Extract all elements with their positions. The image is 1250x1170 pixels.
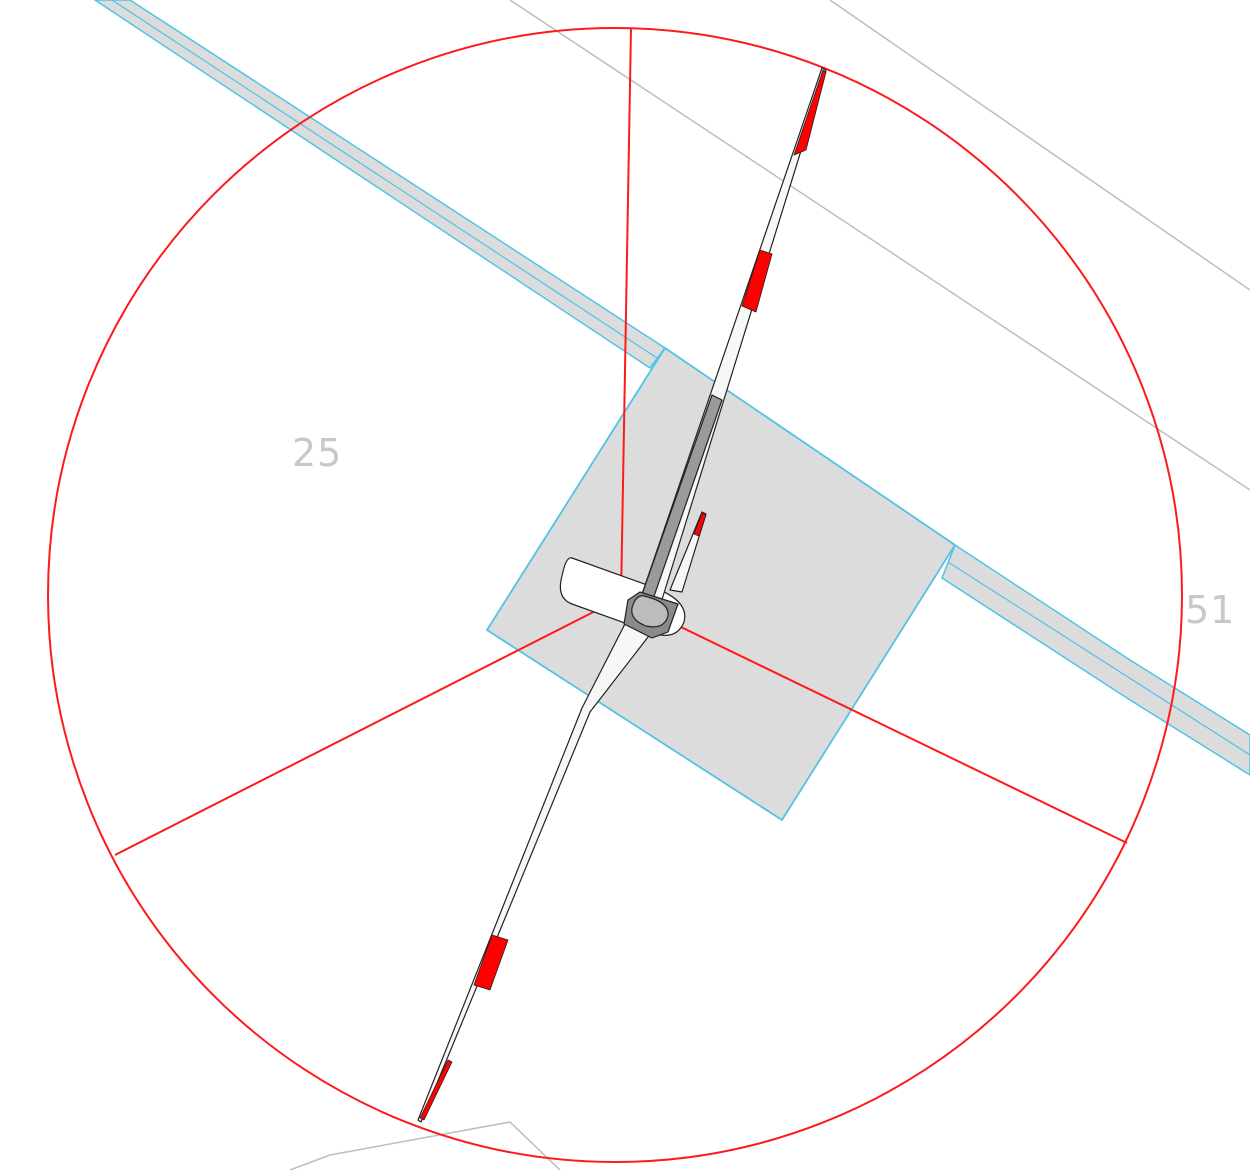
parcel-lines — [289, 0, 1250, 1170]
sector-line-southeast — [620, 597, 1128, 844]
turbine-plot — [485, 346, 957, 822]
blade-marking-mid-lower — [473, 934, 509, 991]
sector-line-north — [620, 27, 632, 599]
access-road-lower — [941, 543, 1250, 776]
sector-line-southwest — [114, 597, 622, 856]
blade-markings — [419, 69, 827, 1121]
rotor-swept-circle — [47, 27, 1183, 1163]
blade-marking-mid-upper — [741, 249, 773, 313]
parcel-label-left: 25 — [292, 431, 342, 475]
access-road-upper — [93, 0, 667, 370]
access-road — [93, 0, 1250, 776]
access-road-centerline-lower — [947, 561, 1250, 756]
parcel-label-right: 51 — [1185, 588, 1235, 632]
blade-marking-tip-upper — [793, 69, 827, 156]
parcel-line-upper — [509, 0, 1250, 491]
parcel-line-upper-far — [829, 0, 1250, 291]
blade-marking-tip-lower — [419, 1059, 453, 1121]
blade-marking-small — [693, 512, 707, 537]
wind-turbine-icon — [417, 67, 827, 1123]
parcel-line-bottom — [289, 1121, 561, 1170]
turbine-hub-ring — [631, 595, 669, 628]
sector-lines — [114, 27, 1128, 856]
access-road-centerline-upper — [111, 0, 658, 359]
